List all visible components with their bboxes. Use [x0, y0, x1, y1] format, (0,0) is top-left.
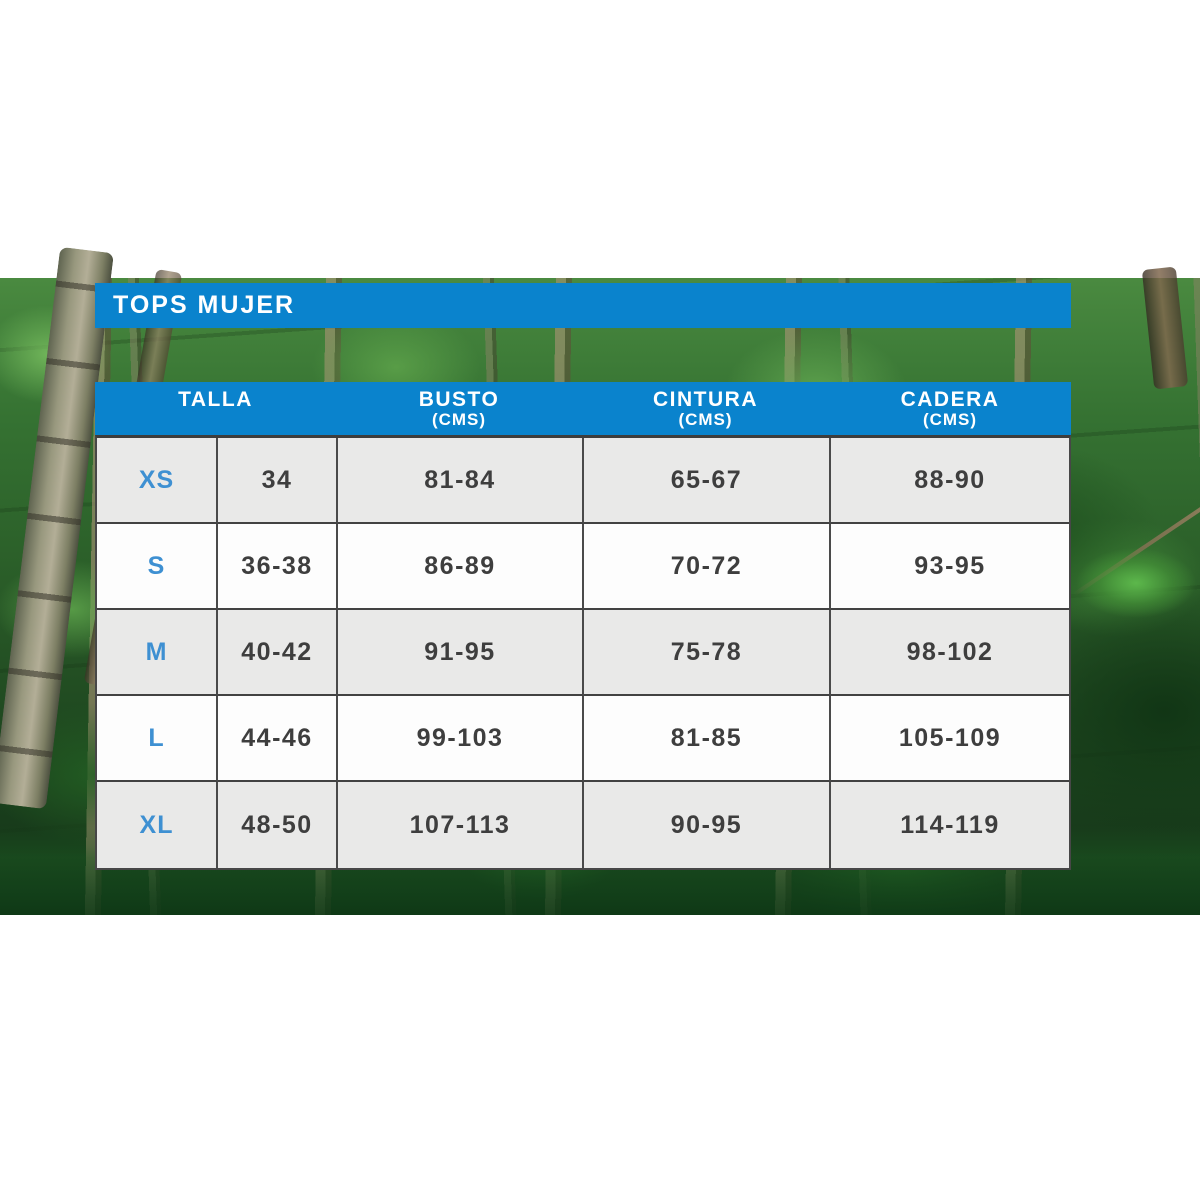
column-header-cintura: CINTURA (CMS) [582, 382, 829, 435]
cell-xl-busto: 107-113 [338, 782, 584, 868]
column-header-label: BUSTO [418, 388, 500, 411]
page-title: TOPS MUJER [113, 291, 296, 319]
fern-foliage [1076, 548, 1196, 618]
column-header-unit: (CMS) [922, 410, 978, 429]
column-header-label: TALLA [178, 388, 253, 411]
cell-s-talla: 36-38 [218, 524, 338, 610]
cell-m-busto: 91-95 [338, 610, 584, 696]
cell-xl-size: XL [97, 782, 218, 868]
cell-xs-size: XS [97, 438, 218, 524]
cell-s-busto: 86-89 [338, 524, 584, 610]
cell-m-talla: 40-42 [218, 610, 338, 696]
column-header-label: CADERA [900, 388, 1000, 411]
cell-s-cintura: 70-72 [584, 524, 831, 610]
size-chart-header-row: TALLA BUSTO (CMS) CINTURA (CMS) CADERA (… [95, 382, 1071, 435]
cell-xl-talla: 48-50 [218, 782, 338, 868]
size-chart-table: TALLA BUSTO (CMS) CINTURA (CMS) CADERA (… [95, 382, 1071, 870]
column-header-talla: TALLA [95, 382, 336, 435]
cell-xs-cadera: 88-90 [831, 438, 1069, 524]
cell-s-size: S [97, 524, 218, 610]
column-header-label: CINTURA [653, 388, 758, 411]
cell-l-busto: 99-103 [338, 696, 584, 782]
column-header-cadera: CADERA (CMS) [829, 382, 1071, 435]
cell-l-cadera: 105-109 [831, 696, 1069, 782]
cell-xl-cadera: 114-119 [831, 782, 1069, 868]
cell-xs-cintura: 65-67 [584, 438, 831, 524]
cell-l-size: L [97, 696, 218, 782]
cell-l-talla: 44-46 [218, 696, 338, 782]
cell-m-size: M [97, 610, 218, 696]
column-header-busto: BUSTO (CMS) [336, 382, 582, 435]
cell-xs-talla: 34 [218, 438, 338, 524]
size-chart-body: XS 34 81-84 65-67 88-90 S 36-38 86-89 70… [95, 435, 1071, 870]
tree-trunk [1141, 266, 1189, 390]
size-guide-title-bar: TOPS MUJER [95, 283, 1071, 328]
column-header-unit: (CMS) [431, 410, 487, 429]
cell-s-cadera: 93-95 [831, 524, 1069, 610]
cell-xl-cintura: 90-95 [584, 782, 831, 868]
cell-m-cadera: 98-102 [831, 610, 1069, 696]
cell-m-cintura: 75-78 [584, 610, 831, 696]
cell-l-cintura: 81-85 [584, 696, 831, 782]
column-header-unit: (CMS) [678, 410, 733, 429]
cell-xs-busto: 81-84 [338, 438, 584, 524]
